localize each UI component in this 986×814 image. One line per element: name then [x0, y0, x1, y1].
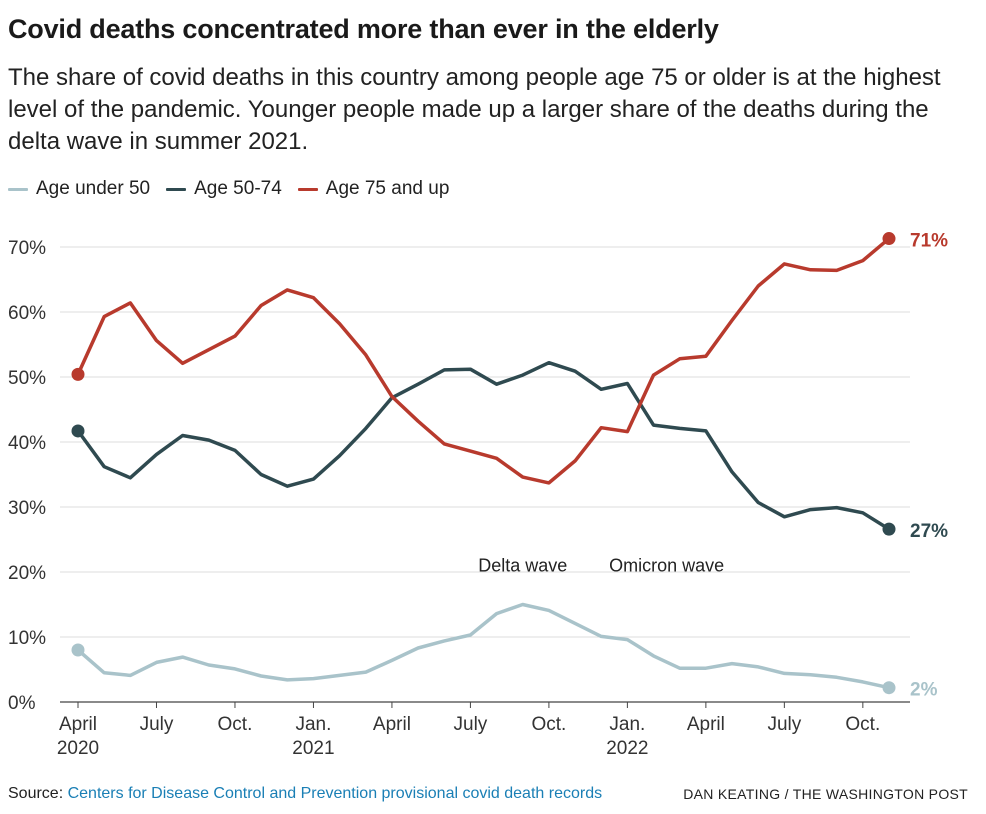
legend-label-50-74: Age 50-74 [194, 178, 282, 199]
x-tick-label: July [767, 714, 801, 735]
y-tick-label: 0% [8, 693, 36, 714]
series-start-point-1 [71, 424, 85, 438]
legend: Age under 50 Age 50-74 Age 75 and up [8, 178, 465, 200]
y-tick-label: 20% [8, 563, 46, 584]
legend-label-75-up: Age 75 and up [325, 178, 450, 199]
y-tick-label: 50% [8, 368, 46, 389]
x-tick-label: April [59, 714, 97, 735]
source-link[interactable]: Centers for Disease Control and Preventi… [67, 785, 603, 802]
series-end-label-1: 27% [910, 521, 948, 542]
x-tick-label: April [687, 714, 725, 735]
legend-swatch-under-50 [8, 187, 28, 191]
x-tick-label: Jan. [609, 714, 645, 735]
credit-line: DAN KEATING / THE WASHINGTON POST [683, 786, 968, 802]
legend-swatch-50-74 [166, 187, 187, 191]
x-tick-label: July [454, 714, 488, 735]
series-end-point-2 [882, 232, 896, 246]
x-tick-label: Oct. [531, 714, 566, 735]
x-tick-label: Oct. [218, 714, 253, 735]
x-tick-year: 2021 [292, 738, 334, 759]
y-tick-label: 40% [8, 433, 46, 454]
y-tick-label: 70% [8, 238, 46, 259]
x-tick-year: 2022 [606, 738, 648, 759]
series-line-2 [76, 236, 891, 485]
y-tick-label: 30% [8, 498, 46, 519]
series-start-point-2 [71, 367, 85, 381]
series-end-label-0: 2% [910, 680, 938, 701]
series-end-label-2: 71% [910, 231, 948, 252]
series-end-point-1 [882, 522, 896, 536]
source-label: Source: [8, 785, 64, 802]
y-tick-label: 10% [8, 628, 46, 649]
x-tick-label: Oct. [845, 714, 880, 735]
legend-swatch-75-up [297, 187, 318, 191]
series-line-0 [76, 602, 891, 690]
x-tick-label: April [373, 714, 411, 735]
annotation: Omicron wave [609, 556, 724, 576]
series-line-1 [76, 360, 891, 531]
annotation: Delta wave [478, 556, 567, 576]
legend-item-75-up: Age 75 and up [297, 178, 450, 200]
legend-item-50-74: Age 50-74 [166, 178, 282, 200]
series-start-point-0 [71, 643, 85, 657]
chart-subtitle: The share of covid deaths in this countr… [8, 64, 941, 155]
legend-label-under-50: Age under 50 [36, 178, 151, 199]
y-tick-label: 60% [8, 303, 46, 324]
x-tick-label: July [140, 714, 174, 735]
chart-title: Covid deaths concentrated more than ever… [8, 14, 719, 44]
series-end-point-0 [882, 681, 896, 695]
x-tick-label: Jan. [295, 714, 331, 735]
x-tick-year: 2020 [57, 738, 99, 759]
source-note: Source: Centers for Disease Control and … [8, 785, 602, 803]
legend-item-under-50: Age under 50 [8, 178, 150, 200]
